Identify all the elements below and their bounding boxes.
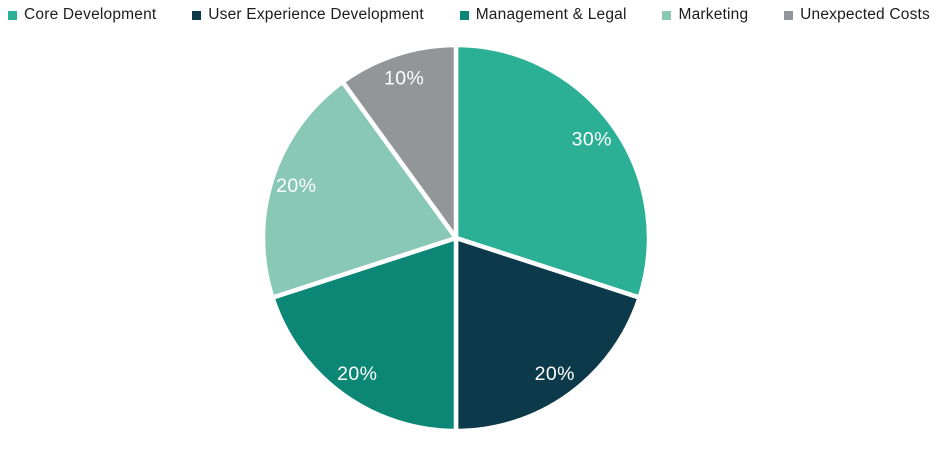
chart-legend: Core Development User Experience Developm… <box>8 3 930 27</box>
legend-label: User Experience Development <box>208 6 424 23</box>
pie-slice-marketing[interactable] <box>260 79 459 300</box>
slice-label-user-experience-development: 20% <box>535 363 575 385</box>
pie-slice-unexpected-costs[interactable] <box>340 42 459 241</box>
legend-item-core-development[interactable]: Core Development <box>8 6 156 24</box>
legend-item-management-legal[interactable]: Management & Legal <box>459 6 627 24</box>
slice-label-unexpected-costs: 10% <box>384 67 424 89</box>
legend-item-unexpected-costs[interactable]: Unexpected Costs <box>784 6 930 24</box>
slice-label-core-development: 30% <box>572 128 612 150</box>
legend-swatch-icon <box>459 10 469 20</box>
pie-slice-management-legal[interactable] <box>270 235 459 434</box>
legend-item-user-experience-development[interactable]: User Experience Development <box>192 6 424 24</box>
pie-slice-user-experience-development[interactable] <box>453 235 642 434</box>
legend-swatch-icon <box>662 10 672 20</box>
legend-swatch-icon <box>192 10 202 20</box>
pie-slice-core-development[interactable] <box>453 42 652 300</box>
legend-item-marketing[interactable]: Marketing <box>662 6 748 24</box>
legend-swatch-icon <box>784 10 794 20</box>
slice-label-management-legal: 20% <box>337 363 377 385</box>
legend-label: Core Development <box>24 6 157 23</box>
legend-label: Marketing <box>678 6 749 23</box>
slice-label-marketing: 20% <box>276 175 316 197</box>
legend-label: Management & Legal <box>475 6 627 23</box>
legend-swatch-icon <box>8 10 17 20</box>
legend-label: Unexpected Costs <box>800 6 930 23</box>
